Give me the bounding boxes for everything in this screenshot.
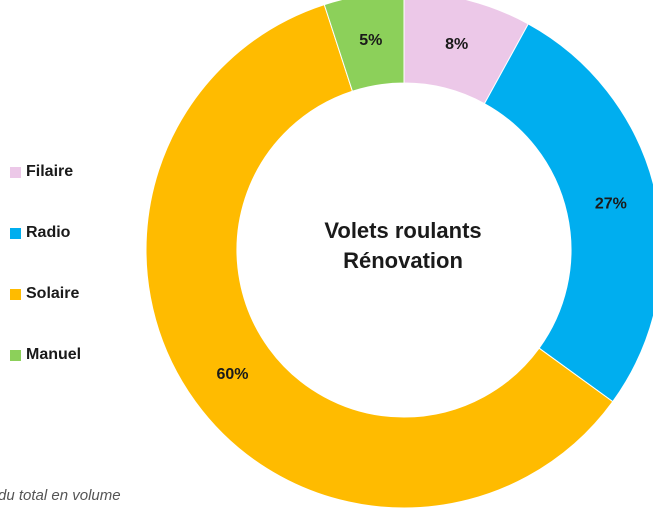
chart-legend: Filaire Radio Solaire Manuel [10, 162, 81, 365]
slice-solaire [145, 3, 614, 509]
legend-swatch-solaire [10, 288, 21, 300]
legend-swatch-filaire [10, 166, 21, 178]
legend-swatch-manuel [10, 349, 21, 361]
slice-label-solaire: 60% [216, 366, 248, 383]
slice-radio [483, 23, 653, 403]
legend-label-filaire: Filaire [26, 163, 74, 180]
slice-manuel [323, 0, 405, 92]
legend-item-radio: Radio [10, 223, 81, 243]
slice-label-radio: 27% [595, 195, 627, 212]
legend-label-manuel: Manuel [26, 346, 82, 363]
chart-center-title: Volets roulants Rénovation [283, 216, 523, 276]
center-title-line-2: Rénovation [343, 248, 463, 273]
chart-footnote: du total en volume [0, 487, 121, 504]
center-title-line-1: Volets roulants [324, 218, 482, 243]
legend-label-solaire: Solaire [26, 285, 80, 302]
legend-item-filaire: Filaire [10, 162, 81, 182]
legend-item-manuel: Manuel [10, 345, 81, 365]
slice-label-filaire: 8% [445, 36, 468, 53]
slice-label-manuel: 5% [359, 32, 382, 49]
legend-label-radio: Radio [26, 224, 71, 241]
legend-swatch-radio [10, 227, 21, 239]
legend-item-solaire: Solaire [10, 284, 81, 304]
